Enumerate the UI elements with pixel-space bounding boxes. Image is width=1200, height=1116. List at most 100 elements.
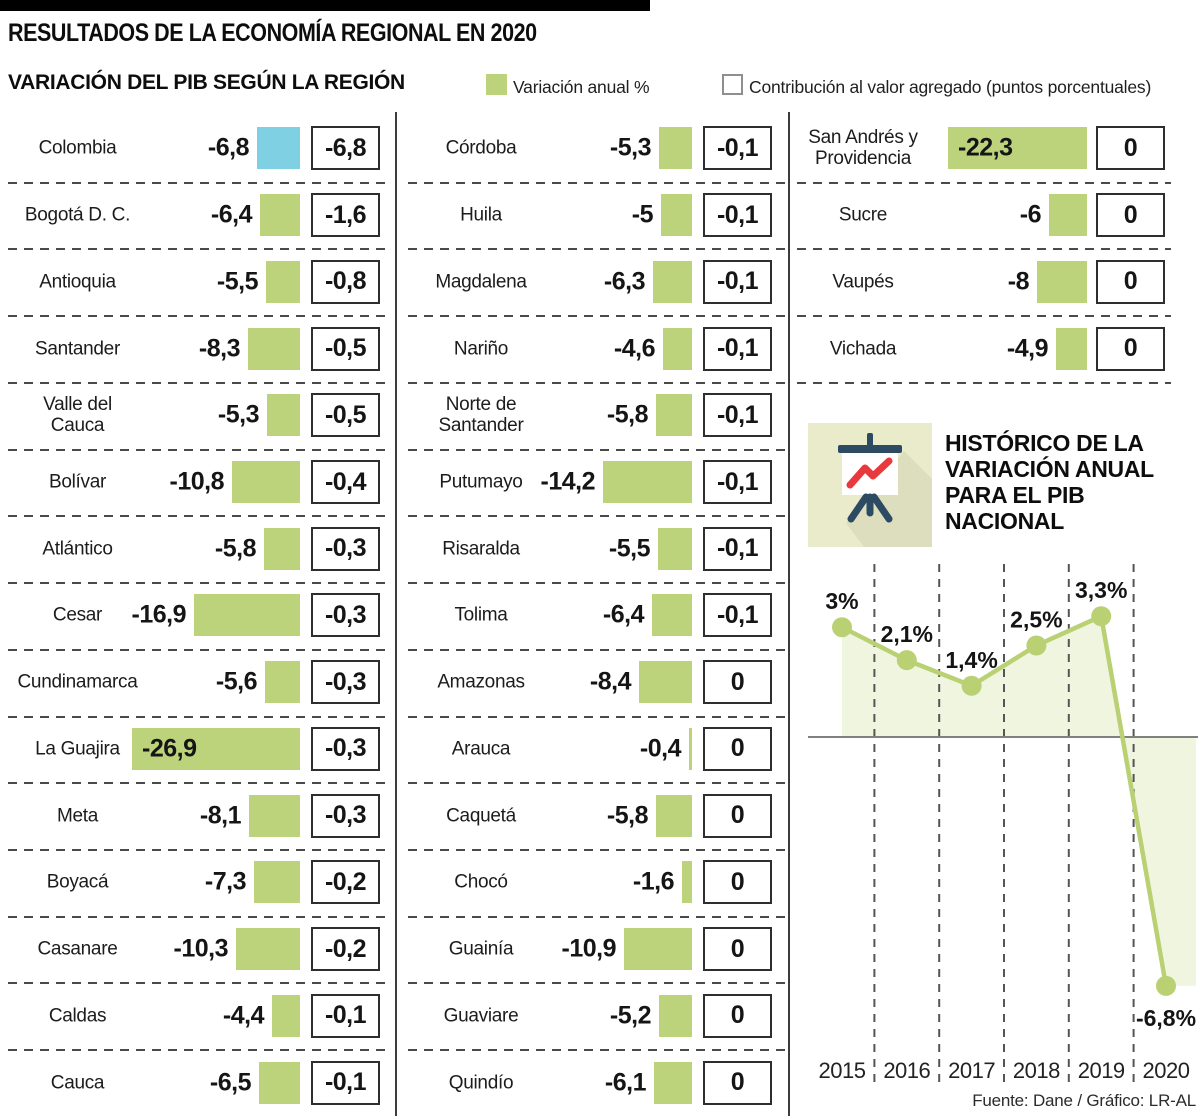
variation-value: -26,9 <box>142 734 197 763</box>
contribution-box: -0,2 <box>311 927 380 972</box>
variation-value: -6,8 <box>207 133 250 162</box>
region-label: Quindío <box>448 1072 514 1094</box>
variation-value: -6 <box>1019 200 1042 229</box>
variation-value: -8 <box>1007 267 1030 296</box>
variation-value: -22,3 <box>958 133 1013 162</box>
row-separator <box>408 181 788 184</box>
region-label: Boyacá <box>46 871 109 893</box>
region-label: Casanare <box>37 938 118 960</box>
variation-bar <box>232 461 300 503</box>
region-label: Cundinamarca <box>17 671 138 693</box>
contribution-box: -0,4 <box>311 460 380 504</box>
contribution-box: 0 <box>703 726 772 771</box>
variation-value: -0,4 <box>639 734 682 763</box>
variation-value: -8,4 <box>589 667 632 696</box>
contribution-box: -0,3 <box>311 726 380 771</box>
variation-bar <box>682 861 692 904</box>
column-divider-1 <box>395 112 397 1116</box>
row-separator <box>8 715 390 718</box>
variation-bar <box>659 127 692 170</box>
contribution-box: -0,3 <box>311 793 380 838</box>
variation-bar <box>272 994 300 1037</box>
region-label: Córdoba <box>445 137 517 159</box>
region-label: Bogotá D. C. <box>24 204 131 226</box>
variation-value: -6,3 <box>603 267 646 296</box>
contribution-box: -0,1 <box>703 460 772 504</box>
variation-bar <box>264 527 300 570</box>
row-separator <box>408 715 788 718</box>
region-label: Atlántico <box>42 538 113 560</box>
variation-bar <box>656 794 692 837</box>
variation-bar <box>254 861 300 904</box>
row-separator <box>8 782 390 785</box>
region-label: Caldas <box>48 1005 107 1027</box>
point-label: -6,8% <box>1136 1005 1196 1031</box>
row-separator <box>8 315 390 318</box>
row-separator <box>408 248 788 251</box>
row-separator <box>8 1049 390 1052</box>
data-point <box>832 617 852 638</box>
history-line-chart: 3% 2,1% 1,4% 2,5% 3,3% -6,8% 2015 2016 2017 2018 2… <box>808 564 1198 1088</box>
contribution-box: 0 <box>703 993 772 1038</box>
region-label: Bolívar <box>48 471 107 493</box>
row-separator <box>797 315 1171 318</box>
region-label: Amazonas <box>437 671 525 693</box>
row-separator <box>8 849 390 852</box>
contribution-box: 0 <box>1096 126 1165 171</box>
history-icon-tile <box>808 423 932 547</box>
variation-bar <box>948 127 1087 170</box>
row-separator <box>797 181 1171 184</box>
variation-value: -10,8 <box>169 467 225 496</box>
variation-bar <box>248 327 300 370</box>
variation-value: -5,5 <box>608 534 651 563</box>
region-label: Guainía <box>448 938 514 960</box>
data-point <box>1091 606 1112 627</box>
contribution-box: -0,1 <box>703 593 772 638</box>
region-label: Guaviare <box>443 1005 519 1027</box>
row-separator <box>8 515 390 518</box>
variation-value: -10,9 <box>561 934 617 963</box>
variation-bar <box>249 794 300 837</box>
contribution-box: -0,5 <box>311 393 380 438</box>
contribution-box: -1,6 <box>311 193 380 238</box>
contribution-box: 0 <box>703 660 772 705</box>
variation-bar <box>1037 260 1087 303</box>
variation-value: -6,1 <box>604 1068 647 1097</box>
point-label: 2,5% <box>1010 607 1062 633</box>
presentation-chart-icon <box>838 433 902 523</box>
row-separator <box>797 248 1171 251</box>
variation-value: -14,2 <box>540 467 596 496</box>
variation-bar <box>194 594 300 637</box>
contribution-box: 0 <box>703 860 772 905</box>
row-separator <box>408 849 788 852</box>
year-label: 2017 <box>948 1058 995 1083</box>
contribution-box: 0 <box>703 1060 772 1105</box>
contribution-box: -0,3 <box>311 593 380 638</box>
tile-shadow <box>846 451 932 547</box>
variation-bar <box>265 661 300 704</box>
year-label: 2016 <box>883 1058 930 1083</box>
point-label: 1,4% <box>945 647 997 673</box>
region-label: Santander <box>35 338 120 360</box>
row-separator <box>408 315 788 318</box>
contribution-box: -0,8 <box>311 259 380 304</box>
history-title: HISTÓRICO DE LA VARIACIÓN ANUAL PARA EL … <box>945 430 1154 534</box>
area-fill <box>842 616 1196 986</box>
variation-bar <box>132 727 300 770</box>
contribution-box: 0 <box>703 793 772 838</box>
row-separator <box>408 1049 788 1052</box>
top-accent-bar <box>0 0 650 11</box>
variation-value: -5,8 <box>214 534 257 563</box>
variation-value: -7,3 <box>204 867 247 896</box>
row-separator <box>8 181 390 184</box>
region-label: Caquetá <box>446 805 516 827</box>
data-point <box>961 675 982 696</box>
variation-bar <box>639 661 692 704</box>
year-label: 2019 <box>1078 1058 1125 1083</box>
variation-bar <box>661 194 692 237</box>
region-label: San Andrés y Providencia <box>808 127 918 170</box>
contribution-box: 0 <box>1096 193 1165 238</box>
variation-bar <box>1049 194 1087 237</box>
region-label: Huila <box>460 204 502 226</box>
